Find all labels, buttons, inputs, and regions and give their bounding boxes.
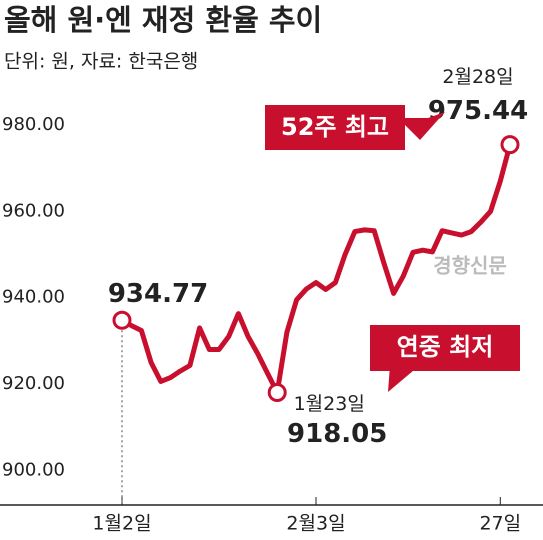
y-tick-label: 920.00 bbox=[2, 373, 65, 394]
y-tick-label: 960.00 bbox=[2, 200, 65, 221]
callout-box bbox=[370, 325, 520, 371]
annotation: 1월23일 bbox=[294, 393, 365, 415]
data-label: 934.77 bbox=[108, 279, 208, 309]
chart-title: 올해 원·엔 재정 환율 추이 bbox=[4, 3, 322, 37]
callout-pointer bbox=[398, 112, 445, 140]
x-tick-label: 1월2일 bbox=[92, 513, 151, 535]
point-marker bbox=[267, 382, 287, 402]
series-line bbox=[120, 143, 513, 395]
callout-box bbox=[265, 105, 405, 150]
x-tick-label: 2월3일 bbox=[286, 513, 345, 535]
chart-subtitle: 단위: 원, 자료: 한국은행 bbox=[4, 51, 198, 73]
data-label: 975.44 bbox=[428, 96, 528, 126]
y-tick-label: 940.00 bbox=[2, 287, 65, 308]
callout-pointer bbox=[388, 365, 420, 392]
y-tick-label: 980.00 bbox=[2, 114, 65, 135]
point-marker bbox=[500, 135, 520, 155]
annotation: 2월28일 bbox=[442, 66, 513, 88]
y-tick-label: 900.00 bbox=[2, 459, 65, 480]
annotation: 52주 최고 bbox=[281, 113, 389, 141]
data-label: 918.05 bbox=[287, 419, 387, 449]
point-marker bbox=[112, 310, 132, 330]
annotation: 연중 최저 bbox=[397, 333, 494, 361]
x-tick-label: 27일 bbox=[479, 513, 521, 535]
watermark: 경향신문 bbox=[433, 254, 507, 278]
